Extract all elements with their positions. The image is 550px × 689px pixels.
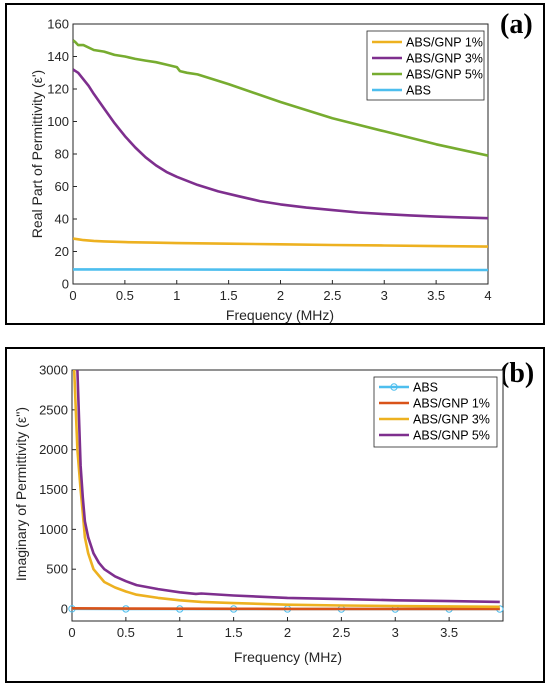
panel-a-legend-label-abs-gnp-1: ABS/GNP 1% <box>406 36 483 50</box>
panel-a-label: (a) <box>500 9 533 40</box>
panel-a-y-tick-label: 120 <box>47 82 69 97</box>
panel-b: (b) 0 0.5 1 1.5 2 2.5 3 3.5 0 500 1000 1500 2000 2500… <box>5 347 545 683</box>
panel-a-x-tick-label: 3.5 <box>427 288 445 303</box>
panel-a-y-axis-label: Real Part of Permittivity (ε') <box>29 70 45 238</box>
panel-a-series <box>73 39 488 272</box>
panel-a-y-tick-label: 140 <box>47 49 69 64</box>
panel-a-series-line-abs-gnp-5 <box>73 39 488 157</box>
panel-b-x-tick-label: 3.5 <box>440 625 458 640</box>
panel-a-y-tick-label: 20 <box>55 244 69 259</box>
panel-a-y-tick-label: 100 <box>47 114 69 129</box>
panel-b-y-tick-label: 3000 <box>39 363 68 378</box>
panel-a-x-tick-label: 1 <box>173 288 180 303</box>
panel-a-x-tick-label: 1.5 <box>220 288 238 303</box>
panel-b-legend-label-abs-gnp-5: ABS/GNP 5% <box>413 429 490 443</box>
panel-a-y-tick-label: 0 <box>62 277 69 292</box>
panel-a-x-tick-label: 2 <box>277 288 284 303</box>
panel-b-legend-label-abs-gnp-1: ABS/GNP 1% <box>413 397 490 411</box>
panel-b-ticks: 0 0.5 1 1.5 2 2.5 3 3.5 0 500 1000 1500 2000 2500 3000 <box>39 363 458 641</box>
panel-b-y-tick-label: 1000 <box>39 522 68 537</box>
panel-b-x-axis-label: Frequency (MHz) <box>234 649 342 665</box>
panel-b-x-tick-label: 2 <box>284 625 291 640</box>
panel-a-legend-label-abs-gnp-3: ABS/GNP 3% <box>406 52 483 66</box>
panel-a-series-line-abs <box>73 268 488 272</box>
panel-a-y-tick-label: 60 <box>55 179 69 194</box>
panel-b-legend-label-abs: ABS <box>413 381 438 395</box>
panel-b-y-tick-label: 0 <box>61 602 68 617</box>
panel-a-x-tick-label: 0.5 <box>116 288 134 303</box>
panel-b-y-tick-label: 500 <box>46 562 68 577</box>
panel-b-x-tick-label: 3 <box>392 625 399 640</box>
panel-b-x-tick-label: 2.5 <box>332 625 350 640</box>
panel-a-legend-label-abs-gnp-5: ABS/GNP 5% <box>406 68 483 82</box>
panel-b-legend: ABS ABS/GNP 1% ABS/GNP 3% ABS/GNP 5% <box>373 376 498 448</box>
panel-b-y-axis-label: Imaginary of Permittivity (ε'') <box>13 407 29 581</box>
panel-a-legend: ABS/GNP 1% ABS/GNP 3% ABS/GNP 5% ABS <box>366 30 485 101</box>
panel-a-y-tick-label: 40 <box>55 212 69 227</box>
panel-b-y-tick-label: 1500 <box>39 482 68 497</box>
panel-b-x-tick-label: 1.5 <box>225 625 243 640</box>
panel-a-legend-label-abs: ABS <box>406 84 431 98</box>
panel-a-y-tick-label: 160 <box>47 17 69 32</box>
panel-b-legend-label-abs-gnp-3: ABS/GNP 3% <box>413 413 490 427</box>
panel-a-x-tick-label: 0 <box>69 288 76 303</box>
panel-b-x-tick-label: 0.5 <box>117 625 135 640</box>
panel-b-x-tick-label: 0 <box>68 625 75 640</box>
panel-b-x-tick-label: 1 <box>176 625 183 640</box>
panel-b-y-tick-label: 2000 <box>39 442 68 457</box>
panel-b-series-line-abs-gnp-1 <box>72 607 500 611</box>
panel-b-label: (b) <box>500 358 534 389</box>
panel-b-series-line-abs-gnp-3 <box>72 370 500 609</box>
panel-b-series <box>68 370 504 613</box>
panel-a-series-line-abs-gnp-1 <box>73 237 488 248</box>
panel-b-legend-marker-abs <box>390 383 398 391</box>
panel-a-x-axis-label: Frequency (MHz) <box>226 307 334 323</box>
panel-a-x-tick-label: 2.5 <box>323 288 341 303</box>
panel-b-series-line-abs-gnp-5 <box>76 370 500 604</box>
panel-a: (a) 0 0.5 1 1.5 2 2.5 3 3.5 40204060801001201401… <box>5 3 545 325</box>
panel-b-y-tick-label: 2500 <box>39 402 68 417</box>
panel-a-series-line-abs-gnp-3 <box>73 68 488 220</box>
panel-a-y-tick-label: 80 <box>55 147 69 162</box>
panel-a-x-tick-label: 3 <box>381 288 388 303</box>
panel-a-x-tick-label: 4 <box>484 288 491 303</box>
